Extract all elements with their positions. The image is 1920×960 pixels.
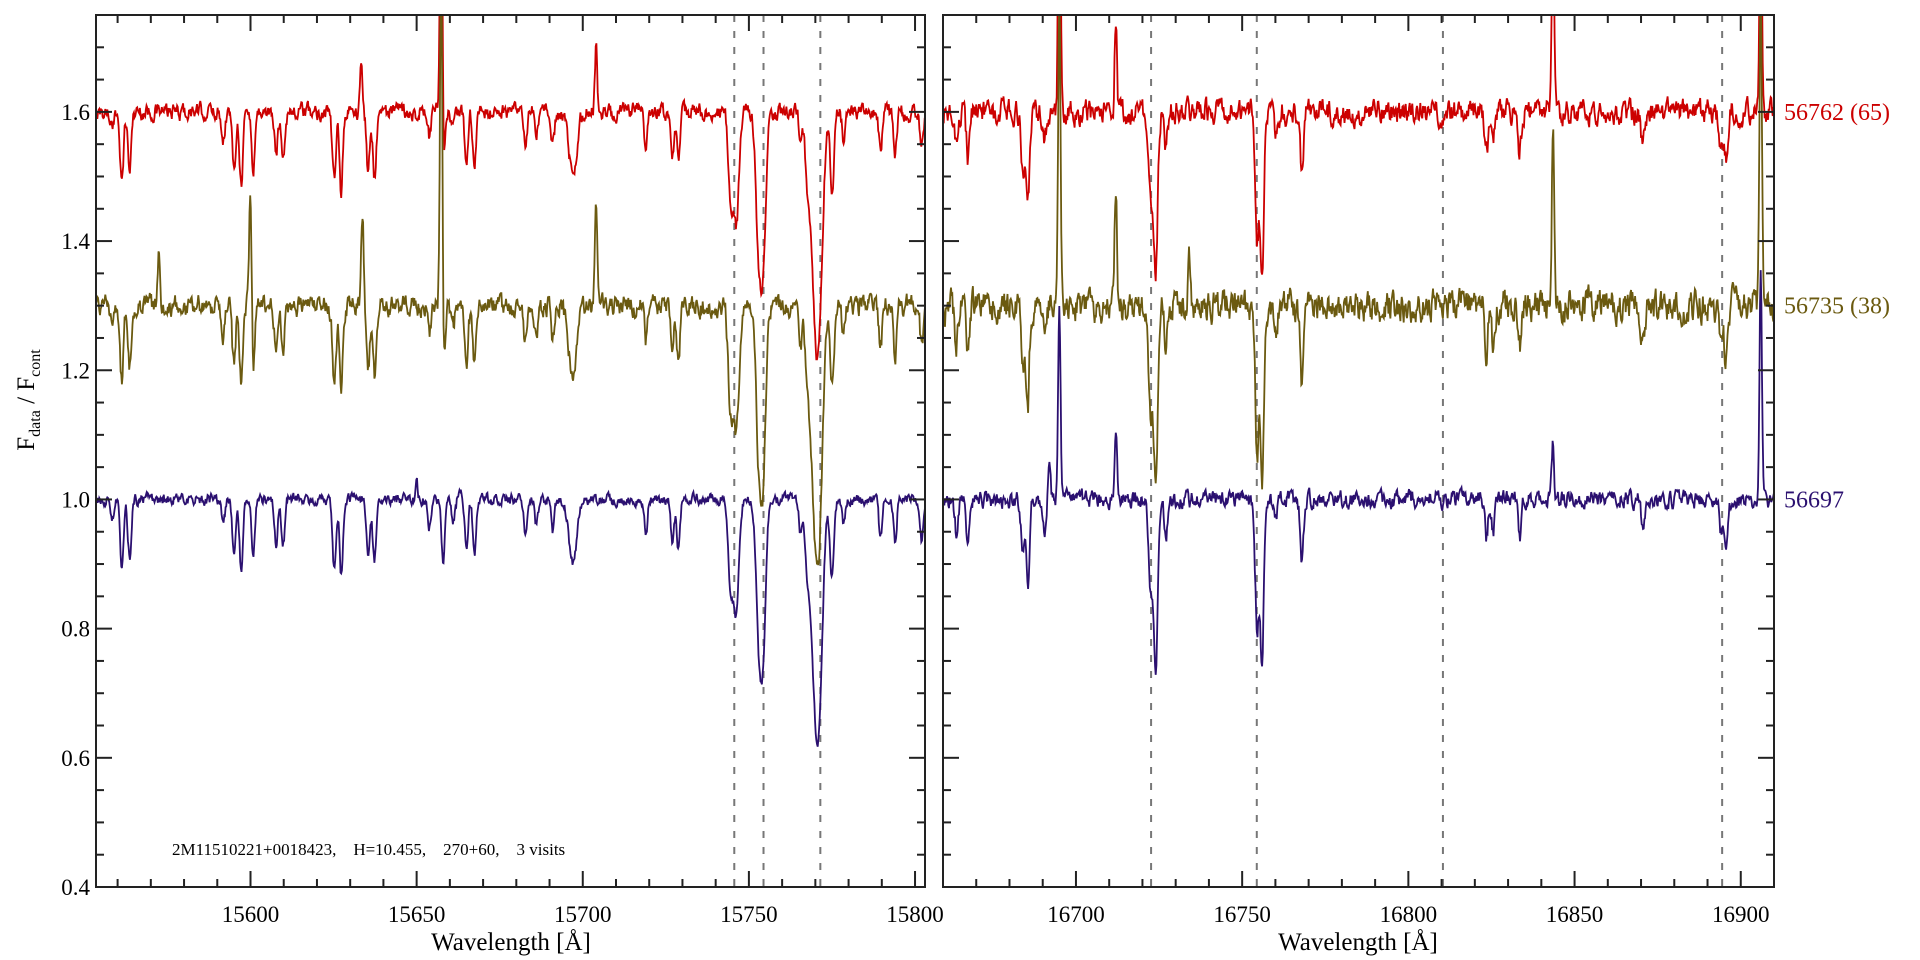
- x-axis-label-right: Wavelength [Å]: [1278, 929, 1438, 956]
- left-panel: 15600 15650 15700 15750 15800 0.4 0.6 0.8 1.0 1.2…: [61, 14, 944, 927]
- y-axis-label: Fdata / Fcont: [13, 349, 44, 451]
- y-tick-label: 0.8: [61, 617, 90, 642]
- x-tick-label: 16900: [1712, 902, 1770, 927]
- x-tick-label: 16750: [1213, 902, 1271, 927]
- spectrum-line-56762: [943, 15, 1774, 282]
- series-label: 56762 (65): [1784, 100, 1890, 126]
- x-tick-label: 16800: [1380, 902, 1438, 927]
- spectrum-line-56735: [96, 15, 925, 566]
- spectrum-line-56735: [943, 15, 1774, 490]
- spectrum-line-56762: [96, 15, 925, 361]
- y-label-f1: F: [13, 437, 40, 451]
- panel-frame: [95, 14, 926, 888]
- panel-frame: [942, 14, 1775, 888]
- x-axis-label-left: Wavelength [Å]: [431, 929, 591, 956]
- y-tick-label: 1.2: [61, 358, 90, 383]
- spectrum-line-56697: [96, 477, 925, 747]
- spectrum-line-56697: [943, 270, 1774, 675]
- x-tick-label: 15650: [388, 902, 446, 927]
- right-panel: 16700 16750 16800 16850 16900: [942, 14, 1775, 927]
- x-tick-label: 15750: [720, 902, 778, 927]
- star-annotation: 2M11510221+0018423, H=10.455, 270+60, 3 …: [172, 840, 565, 859]
- x-tick-label: 16850: [1546, 902, 1604, 927]
- y-label-sub2: cont: [27, 349, 44, 377]
- x-tick-label: 15700: [554, 902, 612, 927]
- y-tick-label: 0.4: [61, 875, 90, 900]
- y-tick-label: 0.6: [61, 746, 90, 771]
- y-tick-label: 1.0: [61, 487, 90, 512]
- series-label: 56735 (38): [1784, 294, 1890, 320]
- y-label-sub1: data: [27, 410, 44, 437]
- x-tick-label: 15800: [886, 902, 944, 927]
- y-tick-label: 1.4: [61, 229, 90, 254]
- y-tick-label: 1.6: [61, 100, 90, 125]
- y-label-sep: / F: [13, 377, 40, 410]
- x-tick-label: 16700: [1047, 902, 1105, 927]
- series-label: 56697: [1784, 487, 1844, 513]
- x-tick-label: 15600: [222, 902, 280, 927]
- series-labels: 56762 (65) 56735 (38) 56697: [1784, 100, 1890, 514]
